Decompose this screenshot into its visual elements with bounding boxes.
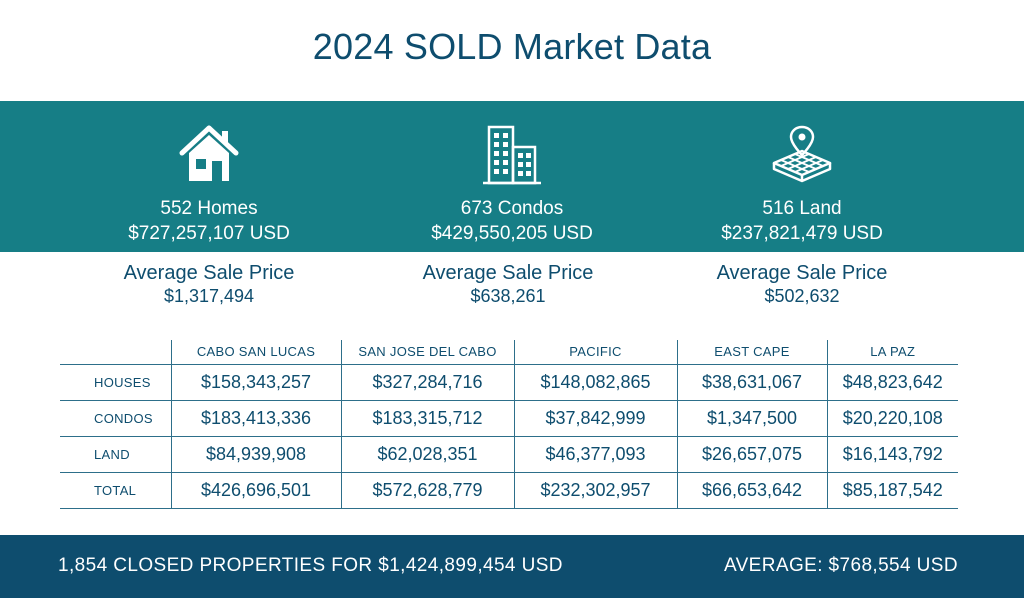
avg-condos-value: $638,261	[470, 286, 546, 306]
land-pin-icon	[632, 115, 972, 185]
stats-band: 552 Homes $727,257,107 USD 6	[0, 101, 1024, 252]
table-cell: $20,220,108	[826, 399, 958, 436]
table-cell: $16,143,792	[826, 435, 958, 472]
table-cell: $38,631,067	[676, 363, 827, 400]
table-row: HOUSES $158,343,257 $327,284,716 $148,08…	[60, 363, 958, 400]
column-header: LA PAZ	[826, 340, 958, 364]
stat-land: 516 Land $237,821,479 USD	[632, 101, 972, 247]
building-icon	[342, 115, 682, 185]
land-count: 516 Land	[762, 198, 842, 219]
table-row: TOTAL $426,696,501 $572,628,779 $232,302…	[60, 471, 958, 509]
column-header: SAN JOSE DEL CABO	[340, 340, 514, 364]
avg-land-value: $502,632	[764, 286, 840, 306]
table-header-row: CABO SAN LUCAS SAN JOSE DEL CABO PACIFIC…	[60, 340, 958, 364]
homes-total: $727,257,107 USD	[128, 223, 290, 244]
table-cell: $62,028,351	[340, 435, 514, 472]
footer-summary: 1,854 CLOSED PROPERTIES FOR $1,424,899,4…	[58, 555, 563, 576]
avg-land: Average Sale Price $502,632	[632, 262, 972, 308]
row-label: HOUSES	[60, 363, 171, 400]
avg-homes: Average Sale Price $1,317,494	[39, 262, 379, 308]
table-cell: $66,653,642	[676, 471, 827, 509]
land-total: $237,821,479 USD	[721, 223, 883, 244]
table-cell: $37,842,999	[513, 399, 677, 436]
table-cell: $183,315,712	[340, 399, 514, 436]
table-cell: $426,696,501	[170, 471, 341, 509]
stat-condos: 673 Condos $429,550,205 USD	[342, 101, 682, 247]
stat-homes: 552 Homes $727,257,107 USD	[39, 101, 379, 247]
table-cell: $148,082,865	[513, 363, 677, 400]
avg-condos-label: Average Sale Price	[422, 262, 594, 284]
column-header: PACIFIC	[513, 340, 677, 364]
column-header: CABO SAN LUCAS	[170, 340, 341, 364]
row-label: CONDOS	[60, 399, 171, 436]
footer-average: AVERAGE: $768,554 USD	[723, 555, 958, 576]
table-cell: $46,377,093	[513, 435, 677, 472]
table-row: LAND $84,939,908 $62,028,351 $46,377,093…	[60, 435, 958, 472]
page-title: 2024 SOLD Market Data	[312, 26, 712, 67]
table-cell: $158,343,257	[170, 363, 341, 400]
avg-land-label: Average Sale Price	[716, 262, 888, 284]
table-cell: $572,628,779	[340, 471, 514, 509]
footer-bar: 1,854 CLOSED PROPERTIES FOR $1,424,899,4…	[0, 535, 1024, 598]
table-corner	[60, 340, 171, 364]
table-cell: $85,187,542	[826, 471, 958, 509]
table-cell: $48,823,642	[826, 363, 958, 400]
table-cell: $327,284,716	[340, 363, 514, 400]
table-cell: $84,939,908	[170, 435, 341, 472]
homes-count: 552 Homes	[160, 198, 258, 219]
condos-count: 673 Condos	[460, 198, 564, 219]
table-cell: $26,657,075	[676, 435, 827, 472]
avg-homes-label: Average Sale Price	[123, 262, 295, 284]
row-label: LAND	[60, 435, 171, 472]
table-row: CONDOS $183,413,336 $183,315,712 $37,842…	[60, 399, 958, 436]
condos-total: $429,550,205 USD	[431, 223, 593, 244]
avg-homes-value: $1,317,494	[163, 286, 255, 306]
table-cell: $1,347,500	[676, 399, 827, 436]
table-cell: $232,302,957	[513, 471, 677, 509]
avg-condos: Average Sale Price $638,261	[338, 262, 678, 308]
table-cell: $183,413,336	[170, 399, 341, 436]
column-header: EAST CAPE	[676, 340, 827, 364]
house-icon	[39, 115, 379, 185]
row-label: TOTAL	[60, 471, 171, 509]
sales-table: CABO SAN LUCAS SAN JOSE DEL CABO PACIFIC…	[60, 340, 958, 509]
